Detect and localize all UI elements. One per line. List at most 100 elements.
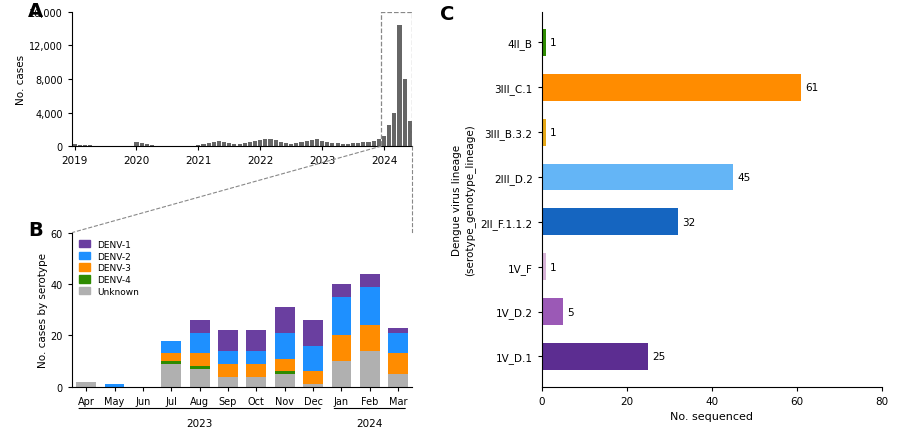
Text: 5: 5 — [567, 307, 574, 317]
Bar — [190, 333, 210, 353]
Bar — [372, 142, 375, 147]
Bar — [73, 145, 77, 147]
Bar — [77, 145, 82, 147]
Bar — [190, 366, 210, 369]
Bar — [248, 143, 252, 147]
Bar — [76, 382, 96, 387]
Bar — [190, 369, 210, 387]
Text: 45: 45 — [737, 172, 751, 183]
Bar — [218, 377, 238, 387]
Bar — [232, 144, 237, 147]
Bar — [218, 364, 238, 377]
Bar — [408, 122, 412, 147]
Bar — [190, 353, 210, 366]
Bar — [542, 254, 546, 280]
Bar — [388, 353, 408, 374]
Bar — [402, 80, 407, 147]
Bar — [366, 143, 371, 147]
Bar — [140, 143, 144, 147]
Bar — [196, 146, 201, 147]
Text: C: C — [439, 6, 454, 25]
Bar — [331, 284, 351, 297]
Bar — [388, 328, 408, 333]
Bar — [303, 320, 323, 346]
Text: 1: 1 — [550, 128, 557, 138]
Bar — [247, 364, 266, 377]
Bar — [161, 341, 181, 353]
Bar — [325, 143, 329, 147]
Bar — [542, 343, 648, 370]
Bar — [222, 143, 226, 147]
Bar — [88, 146, 92, 147]
Bar — [294, 143, 299, 147]
Text: 1: 1 — [550, 38, 557, 48]
Bar — [274, 359, 294, 372]
Y-axis label: Dengue virus lineage
(serotype_genotype_lineage): Dengue virus lineage (serotype_genotype_… — [453, 124, 475, 276]
Bar — [303, 384, 323, 387]
Text: 2024: 2024 — [356, 418, 383, 428]
Bar — [360, 287, 380, 326]
Bar — [542, 209, 678, 236]
Bar — [382, 13, 412, 147]
Bar — [93, 146, 97, 147]
Y-axis label: No. cases by serotype: No. cases by serotype — [38, 253, 48, 367]
Bar — [360, 326, 380, 351]
Bar — [247, 351, 266, 364]
Bar — [542, 164, 733, 191]
Bar — [258, 141, 262, 147]
Bar — [542, 75, 801, 101]
Bar — [150, 146, 154, 147]
Bar — [300, 143, 303, 147]
Text: 32: 32 — [682, 217, 696, 227]
Bar — [542, 120, 546, 146]
Bar — [356, 143, 360, 147]
Bar — [382, 137, 386, 147]
Bar — [304, 142, 309, 147]
Bar — [274, 141, 278, 147]
Bar — [315, 140, 319, 147]
Bar — [161, 361, 181, 364]
Bar — [274, 374, 294, 387]
Text: 1: 1 — [550, 262, 557, 272]
Text: 2023: 2023 — [186, 418, 212, 428]
Bar — [336, 144, 339, 147]
Bar — [284, 143, 288, 147]
Bar — [360, 351, 380, 387]
Bar — [377, 140, 381, 147]
Bar — [388, 333, 408, 353]
Bar — [227, 143, 231, 147]
Text: 25: 25 — [652, 352, 665, 362]
Bar — [243, 143, 247, 147]
Bar — [542, 30, 546, 57]
Y-axis label: No. cases: No. cases — [16, 55, 26, 105]
Legend: DENV-1, DENV-2, DENV-3, DENV-4, Unknown: DENV-1, DENV-2, DENV-3, DENV-4, Unknown — [76, 238, 142, 299]
Bar — [387, 126, 392, 147]
Bar — [361, 143, 365, 147]
Bar — [351, 144, 356, 147]
Bar — [145, 145, 148, 147]
Bar — [104, 384, 124, 387]
Bar — [207, 143, 211, 147]
Bar — [274, 333, 294, 359]
Bar — [279, 143, 283, 147]
Bar — [346, 144, 350, 147]
Text: B: B — [28, 221, 42, 240]
Bar — [83, 146, 87, 147]
Bar — [161, 353, 181, 361]
Bar — [331, 361, 351, 387]
Bar — [542, 298, 562, 325]
Bar — [161, 364, 181, 387]
Bar — [330, 143, 335, 147]
Bar — [247, 331, 266, 351]
Bar — [331, 297, 351, 336]
Bar — [392, 113, 396, 147]
Bar — [388, 374, 408, 387]
Bar — [218, 351, 238, 364]
Bar — [238, 144, 242, 147]
Bar — [341, 144, 345, 147]
Bar — [253, 142, 257, 147]
Bar — [398, 25, 401, 147]
X-axis label: No. sequenced: No. sequenced — [670, 412, 753, 421]
Bar — [268, 139, 273, 147]
Bar — [360, 274, 380, 287]
